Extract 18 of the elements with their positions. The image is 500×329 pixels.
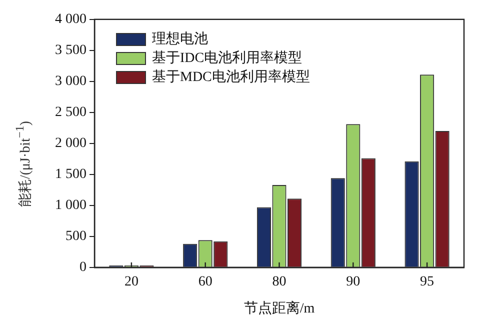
- legend-label: 基于MDC电池利用率模型: [152, 68, 310, 87]
- x-tick-label: 90: [346, 274, 360, 290]
- x-tick-label: 60: [198, 274, 212, 290]
- y-tick-label: 4 000: [55, 12, 86, 28]
- x-tick-label: 20: [124, 274, 138, 290]
- y-tick-label: 0: [80, 260, 86, 276]
- legend-label: 基于IDC电池利用率模型: [152, 49, 302, 68]
- y-tick-label: 2 000: [55, 136, 86, 152]
- y-tick-label: 1 500: [55, 167, 86, 182]
- y-tick-label: 1 000: [55, 198, 86, 214]
- legend-label: 理想电池: [152, 30, 208, 49]
- y-tick-label: 500: [66, 229, 86, 244]
- y-tick-label: 3 500: [55, 43, 86, 58]
- x-axis-title: 节点距离/m: [244, 300, 315, 316]
- x-tick-label: 95: [420, 274, 434, 290]
- y-tick-label: 3 000: [55, 74, 86, 90]
- y-tick-label: 2 500: [55, 105, 86, 120]
- x-tick-label: 80: [272, 274, 286, 290]
